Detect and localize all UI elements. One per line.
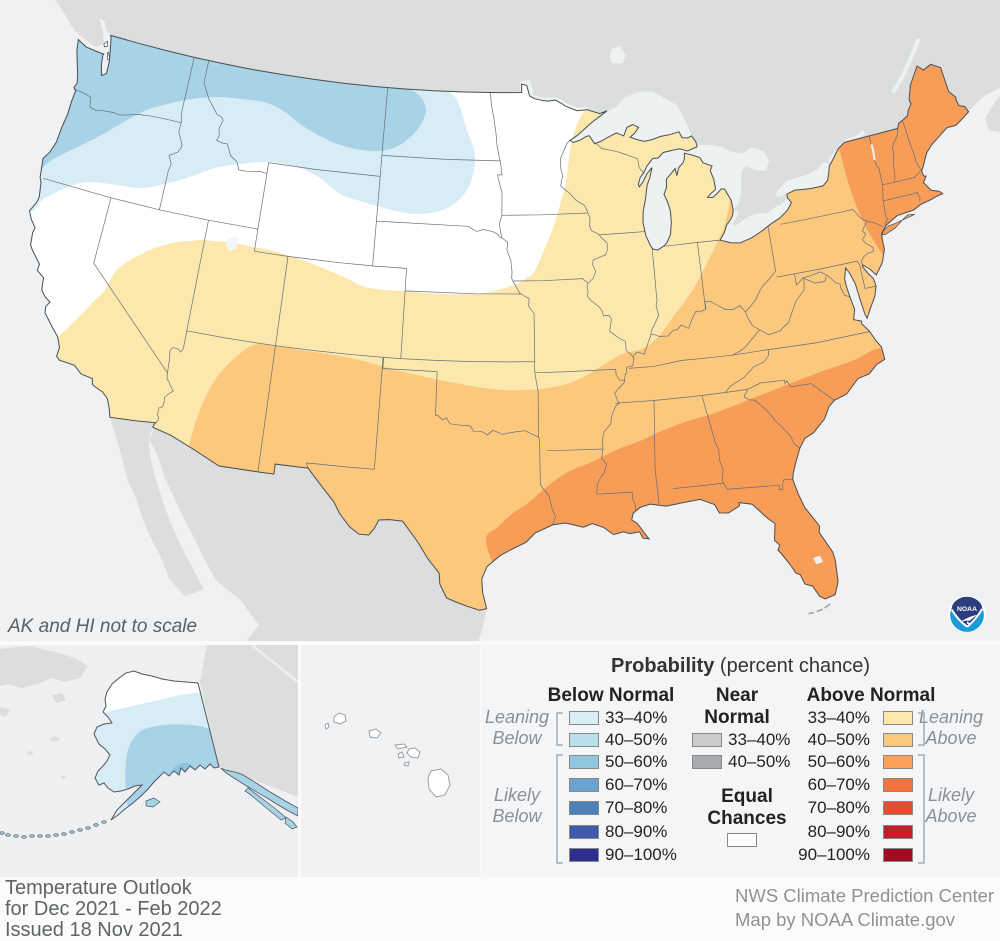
svg-text:AK and HI not to scale: AK and HI not to scale xyxy=(7,616,197,637)
svg-text:NOAA: NOAA xyxy=(957,606,977,613)
